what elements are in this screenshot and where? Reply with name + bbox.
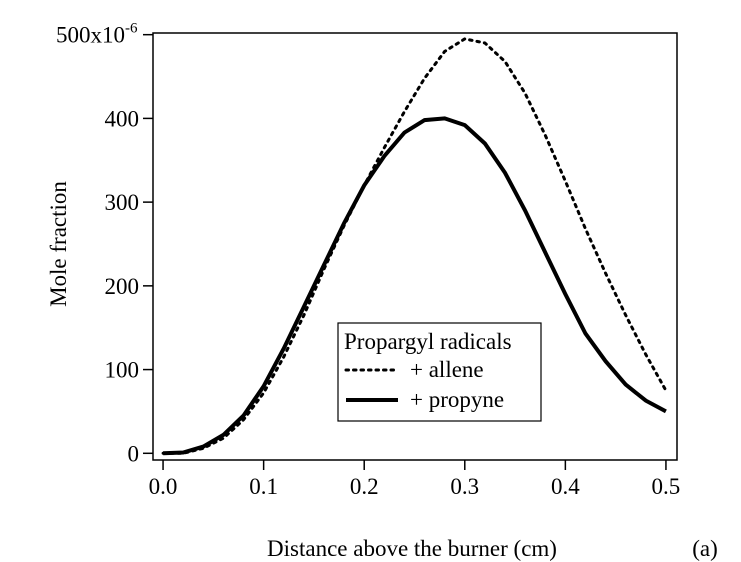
x-tick-label: 0.1 bbox=[249, 474, 278, 499]
x-tick-label: 0.5 bbox=[652, 474, 681, 499]
y-tick-label: 500x10 bbox=[56, 23, 125, 48]
panel-label: (a) bbox=[692, 536, 718, 561]
y-axis-label: Mole fraction bbox=[46, 181, 71, 307]
legend-title: Propargyl radicals bbox=[344, 329, 512, 354]
legend-label: + propyne bbox=[410, 387, 504, 412]
x-tick-label: 0.0 bbox=[149, 474, 178, 499]
y-exponent: -6 bbox=[125, 21, 138, 37]
y-tick-label: 0 bbox=[128, 441, 140, 466]
y-tick-label: 100 bbox=[105, 358, 140, 383]
x-tick-label: 0.2 bbox=[350, 474, 379, 499]
data-line bbox=[161, 37, 668, 455]
x-axis-label: Distance above the burner (cm) bbox=[267, 536, 557, 561]
y-tick-label: 300 bbox=[105, 190, 140, 215]
y-tick-label: 400 bbox=[105, 106, 140, 131]
plot-frame bbox=[152, 32, 678, 461]
data-line bbox=[163, 116, 667, 456]
x-tick-label: 0.3 bbox=[450, 474, 479, 499]
legend-box bbox=[337, 322, 542, 422]
legend-label: + allene bbox=[410, 357, 484, 382]
y-tick-label: 200 bbox=[105, 274, 140, 299]
x-tick-label: 0.4 bbox=[551, 474, 580, 499]
